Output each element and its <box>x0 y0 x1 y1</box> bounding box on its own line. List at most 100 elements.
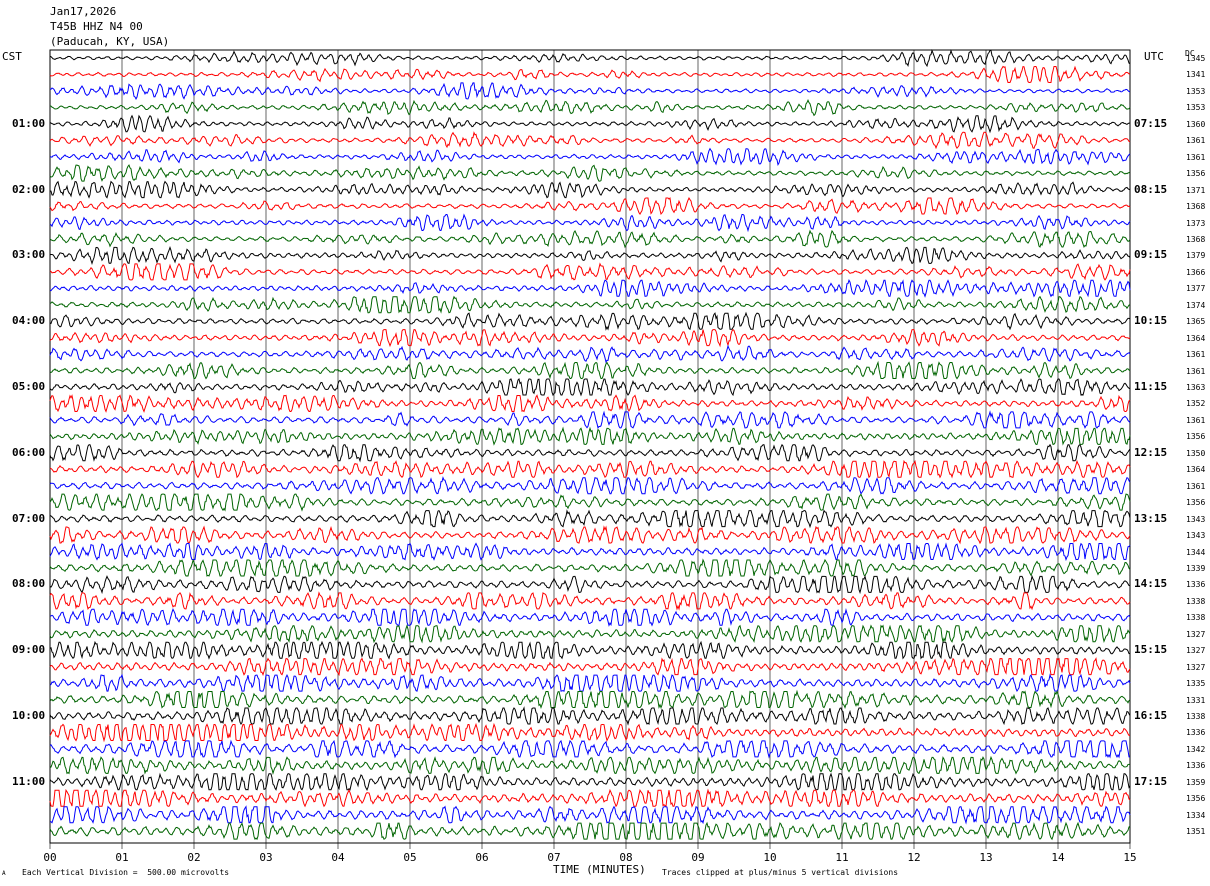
utc-hour-label: 09:15 <box>1134 248 1168 262</box>
trace-line <box>49 772 1131 791</box>
x-tick-label: 12 <box>907 851 921 864</box>
dc-value: 1336 <box>1186 728 1206 738</box>
trace-line <box>49 525 1131 545</box>
plot-frame <box>49 49 1131 844</box>
trace-line <box>49 82 1131 100</box>
dc-value: 1361 <box>1186 136 1206 146</box>
dc-value: 1327 <box>1186 629 1206 639</box>
trace-line <box>49 608 1131 627</box>
dc-label: DC <box>1185 49 1195 58</box>
cst-hour-label: 01:00 <box>12 116 46 130</box>
dc-value: 1364 <box>1186 333 1206 343</box>
utc-hour-label: 08:15 <box>1134 182 1168 196</box>
trace-line <box>49 788 1131 808</box>
utc-hour-label: 10:15 <box>1134 314 1168 328</box>
x-tick-label: 06 <box>475 851 489 864</box>
trace-line <box>49 164 1131 182</box>
dc-value: 1361 <box>1186 152 1206 162</box>
x-tick-label: 05 <box>403 851 417 864</box>
x-tick-label: 11 <box>835 851 849 864</box>
x-axis-label: TIME (MINUTES) <box>553 863 646 876</box>
header-date: Jan17,2026 <box>50 5 117 18</box>
x-tick-label: 04 <box>331 851 345 864</box>
dc-value: 1331 <box>1186 695 1206 705</box>
trace-line <box>49 295 1131 314</box>
trace-line <box>49 426 1131 446</box>
cst-hour-label: 06:00 <box>12 445 46 459</box>
trace-line <box>49 245 1131 266</box>
dc-value: 1342 <box>1186 744 1206 754</box>
trace-line <box>49 196 1131 216</box>
x-tick-label: 00 <box>43 851 57 864</box>
x-tick-label: 10 <box>763 851 777 864</box>
trace-line <box>49 147 1131 167</box>
dc-value: 1366 <box>1186 267 1206 277</box>
dc-value: 1361 <box>1186 350 1206 360</box>
x-tick-label: 14 <box>1051 851 1065 864</box>
dc-value: 1343 <box>1186 531 1206 541</box>
trace-line <box>49 459 1131 479</box>
trace-line <box>49 509 1131 529</box>
dc-value: 1335 <box>1186 679 1206 689</box>
x-tick-label: 15 <box>1123 851 1137 864</box>
utc-hour-label: 13:15 <box>1134 511 1168 525</box>
trace-line <box>49 311 1131 331</box>
dc-value: 1374 <box>1186 300 1206 310</box>
dc-value: 1341 <box>1186 70 1206 80</box>
utc-hour-label: 07:15 <box>1134 116 1168 130</box>
dc-value: 1353 <box>1186 103 1206 113</box>
dc-value: 1339 <box>1186 563 1206 573</box>
dc-value: 1377 <box>1186 284 1206 294</box>
utc-hour-label: 16:15 <box>1134 709 1168 722</box>
trace-line <box>49 394 1131 413</box>
dc-value: 1368 <box>1186 234 1206 244</box>
cst-hour-label: 09:00 <box>12 643 46 657</box>
dc-value: 1361 <box>1186 366 1206 376</box>
cst-hour-label: 08:00 <box>12 577 46 591</box>
trace-line <box>49 378 1131 397</box>
dc-value: 1336 <box>1186 761 1206 771</box>
trace-line <box>49 689 1131 710</box>
cst-hour-label: 04:00 <box>12 314 46 328</box>
dc-value: 1363 <box>1186 383 1206 392</box>
footer-scale-note: Each Vertical Division = 500.00 microvol… <box>22 868 230 877</box>
dc-value: 1356 <box>1186 498 1206 508</box>
utc-hour-label: 14:15 <box>1134 577 1168 591</box>
trace-line <box>49 574 1131 595</box>
trace-line <box>49 410 1131 430</box>
x-tick-label: 07 <box>547 851 561 864</box>
dc-value: 1353 <box>1186 86 1206 96</box>
cst-hour-label: 10:00 <box>12 709 46 722</box>
trace-line <box>49 99 1131 117</box>
cst-hour-label: 03:00 <box>12 248 46 262</box>
trace-line <box>49 591 1131 611</box>
trace-line <box>49 542 1131 562</box>
dc-value: 1327 <box>1186 646 1206 656</box>
trace-line <box>49 739 1130 759</box>
trace-line <box>49 673 1131 692</box>
header-location: (Paducah, KY, USA) <box>50 35 170 48</box>
trace-line <box>49 443 1131 463</box>
dc-value: 1359 <box>1186 777 1206 787</box>
utc-hour-label: 17:15 <box>1134 774 1168 788</box>
dc-value: 1361 <box>1186 415 1206 425</box>
trace-line <box>49 180 1131 199</box>
dc-value: 1356 <box>1186 794 1206 804</box>
x-tick-label: 03 <box>259 851 273 864</box>
cst-axis-label: CST <box>2 50 22 63</box>
utc-hour-label: 11:15 <box>1134 380 1168 393</box>
utc-hour-label: 12:15 <box>1134 445 1168 459</box>
x-tick-label: 02 <box>187 851 201 864</box>
dc-value: 1364 <box>1186 465 1206 475</box>
dc-value: 1368 <box>1186 202 1206 212</box>
dc-value: 1352 <box>1186 399 1206 409</box>
trace-line <box>49 213 1131 233</box>
trace-line <box>49 344 1131 364</box>
trace-line <box>49 706 1131 726</box>
x-tick-label: 01 <box>115 851 129 864</box>
cst-hour-label: 05:00 <box>12 380 46 393</box>
dc-value: 1379 <box>1186 251 1206 261</box>
dc-value: 1360 <box>1186 119 1206 129</box>
trace-line <box>49 279 1131 298</box>
